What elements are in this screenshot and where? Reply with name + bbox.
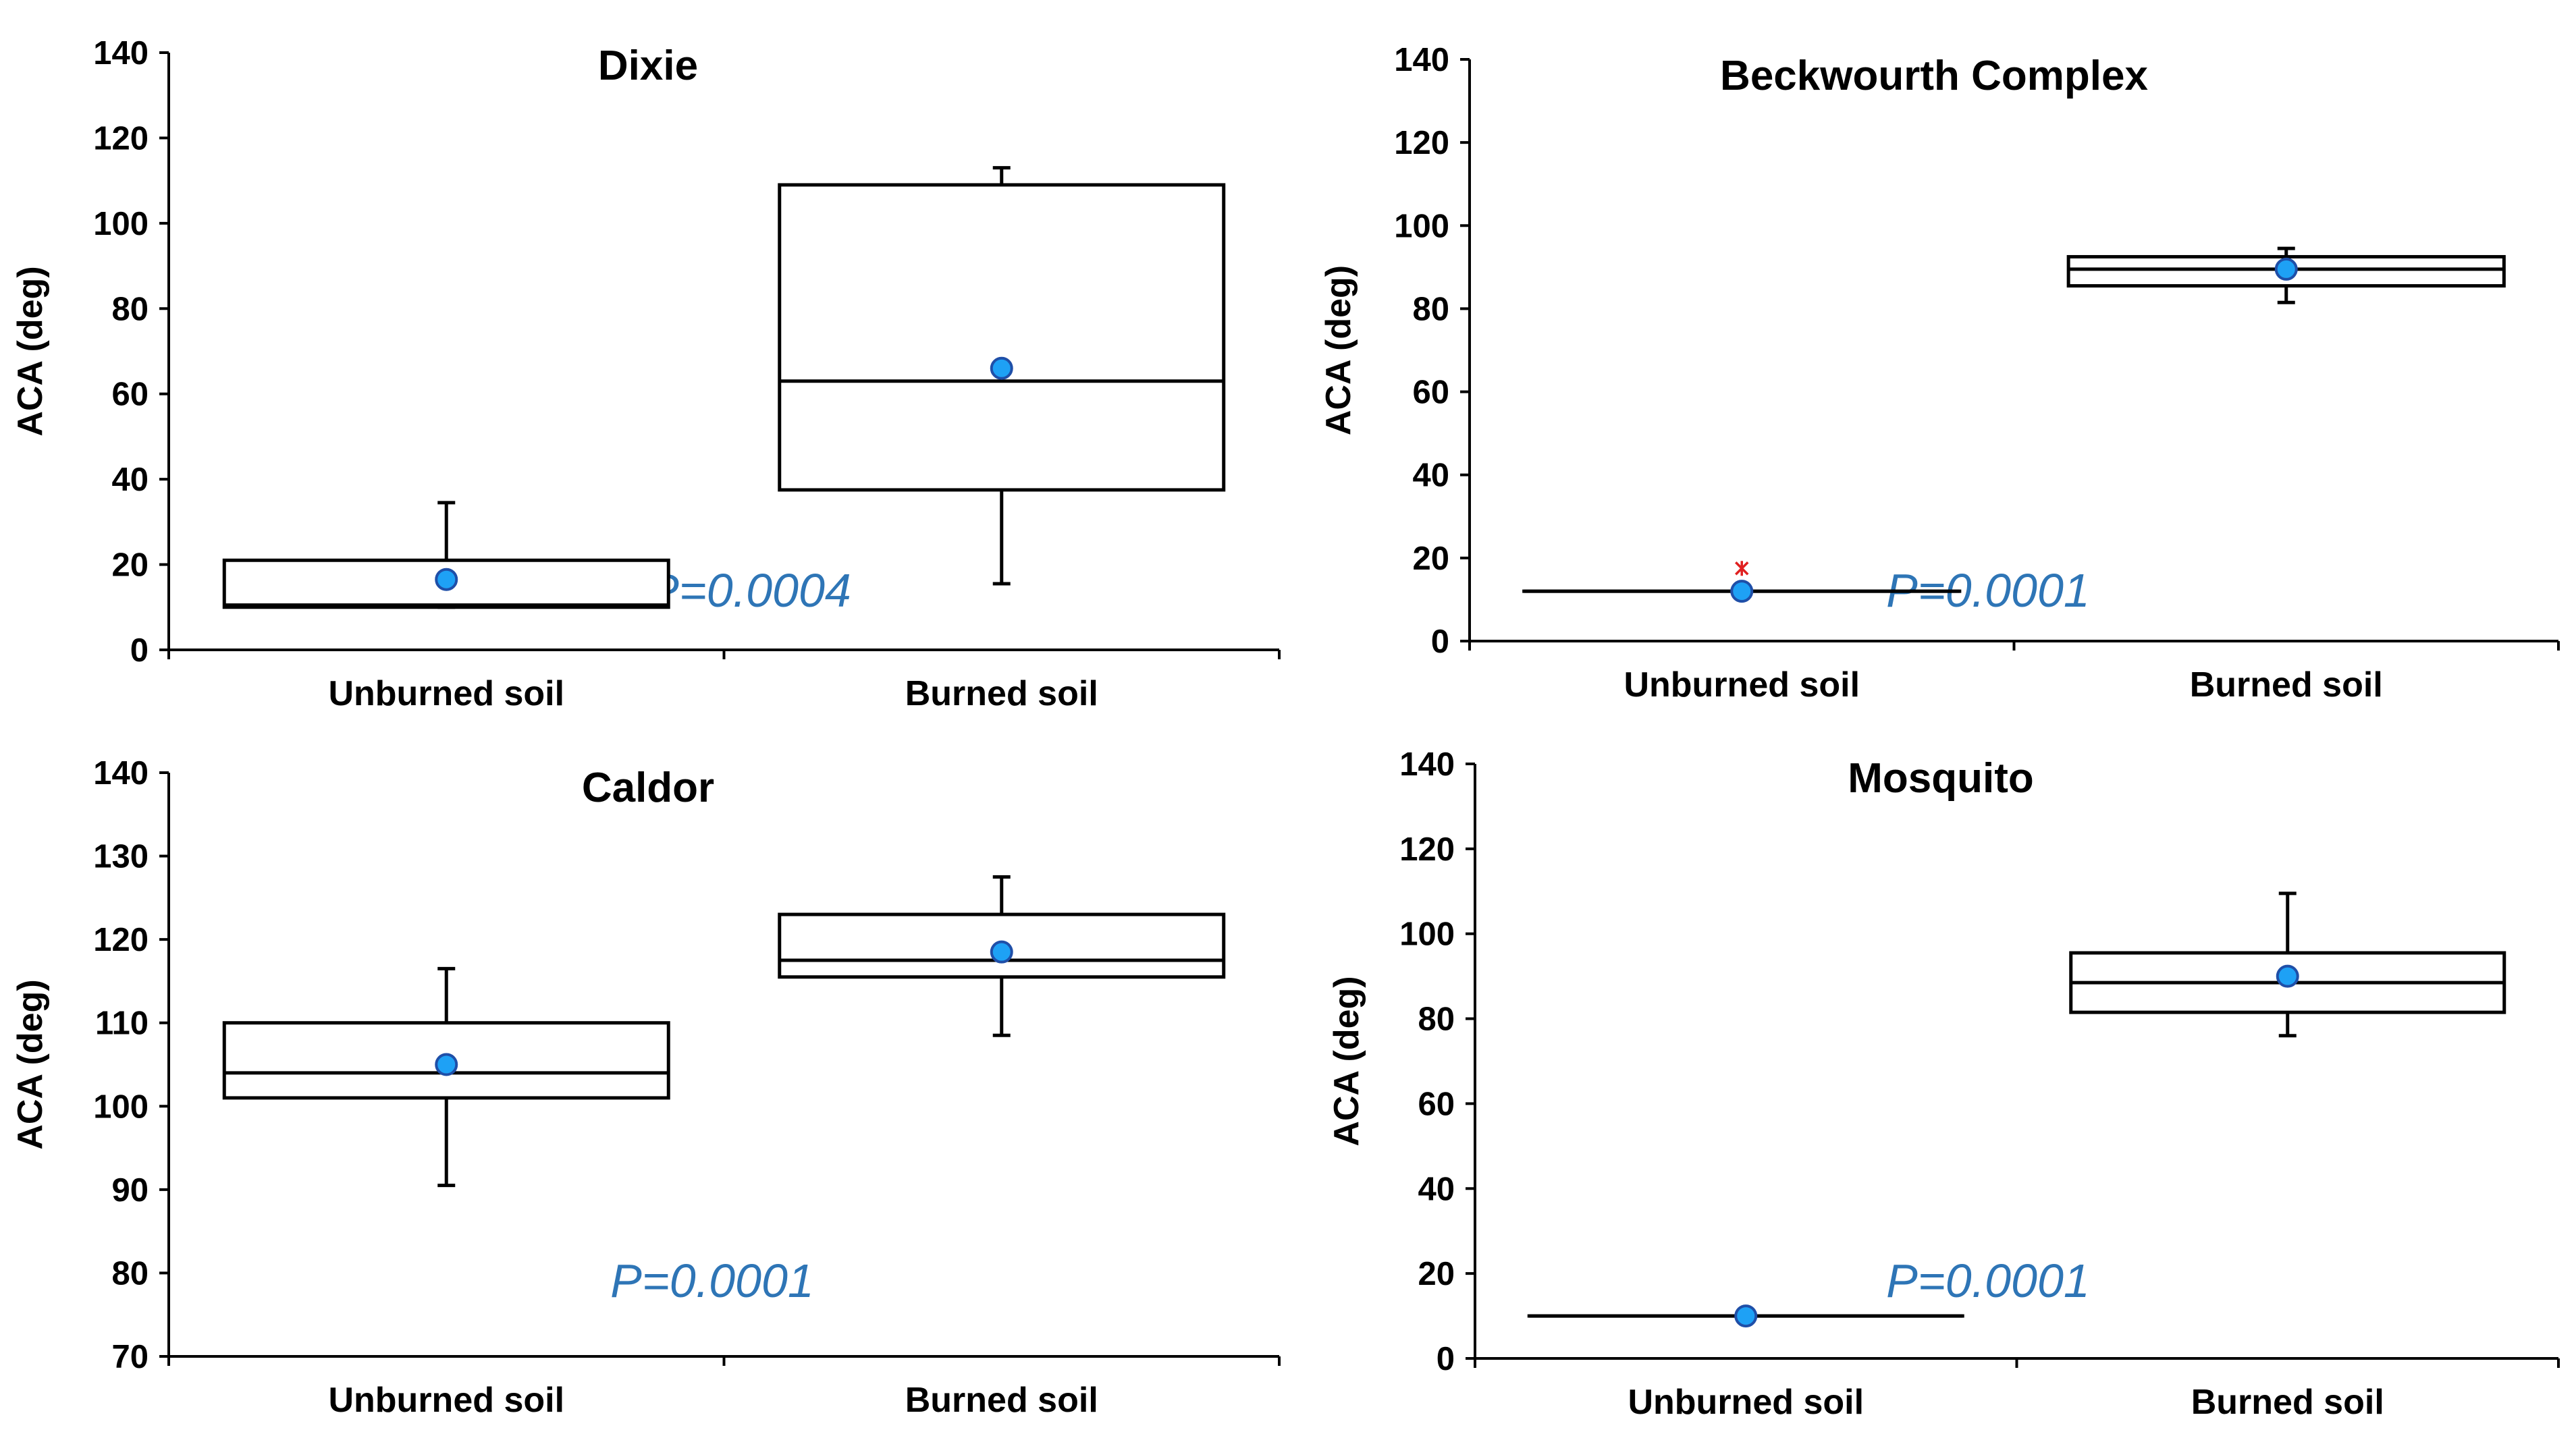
iqr-box [778, 183, 1226, 492]
y-tick-label: 100 [93, 206, 149, 242]
y-tick-label: 140 [1399, 746, 1455, 783]
y-tick-label: 20 [1412, 541, 1449, 577]
mean-marker [435, 568, 458, 591]
y-tick-label: 110 [95, 1005, 149, 1042]
y-tick-label: 100 [1399, 916, 1455, 953]
y-tick-label: 120 [1399, 831, 1455, 868]
outlier-marker [1735, 561, 1749, 576]
y-tick-label: 90 [111, 1172, 149, 1209]
mean-marker [990, 940, 1013, 964]
y-tick-label: 140 [1394, 42, 1449, 78]
mean-marker [2274, 257, 2298, 281]
x-category-label: Unburned soil [328, 674, 564, 713]
y-axis-label: ACA (deg) [11, 266, 50, 436]
y-tick-label: 20 [1418, 1256, 1455, 1292]
y-tick-label: 60 [1418, 1086, 1455, 1122]
y-axis-label: ACA (deg) [1319, 265, 1358, 435]
mean-marker [1734, 1304, 1758, 1328]
x-category-label: Burned soil [905, 1381, 1098, 1420]
y-tick-label: 130 [93, 839, 149, 875]
y-tick-label: 140 [93, 755, 149, 792]
chart-title: Mosquito [1848, 755, 2034, 802]
p-value-label: P=0.0001 [610, 1254, 814, 1307]
panel-dixie: 0 20 40 60 80 100 120 140 Unburned soil Burned so… [11, 35, 1281, 713]
y-tick-label: 100 [93, 1088, 149, 1125]
mean-marker [435, 1053, 458, 1076]
y-tick-label: 60 [111, 377, 149, 413]
x-category-label: Burned soil [2190, 665, 2383, 705]
y-tick-label: 100 [1394, 208, 1449, 244]
y-tick-label: 40 [1412, 458, 1449, 494]
y-tick-label: 120 [93, 120, 149, 157]
y-tick-label: 0 [1431, 624, 1449, 660]
mean-marker [1730, 580, 1754, 603]
panel-caldor: 70 80 90 100 110 120 130 140 Unburned soil Burned… [11, 755, 1281, 1420]
y-tick-label: 40 [111, 462, 149, 498]
x-category-label: Unburned soil [328, 1381, 564, 1420]
x-category-label: Burned soil [905, 674, 1098, 713]
y-tick-label: 70 [111, 1339, 149, 1375]
panel-mosquito: 0 20 40 60 80 100 120 140 Unburned soil Burned so… [1327, 746, 2560, 1422]
y-tick-label: 0 [1437, 1341, 1455, 1377]
chart-title: Beckwourth Complex [1720, 53, 2148, 99]
x-category-label: Unburned soil [1624, 665, 1860, 705]
y-tick-label: 80 [1418, 1001, 1455, 1038]
y-tick-label: 140 [93, 35, 149, 72]
y-axis-label: ACA (deg) [1327, 976, 1366, 1146]
x-category-label: Unburned soil [1628, 1383, 1864, 1422]
y-tick-label: 80 [1412, 291, 1449, 327]
p-value-label: P=0.0001 [1886, 1254, 2090, 1307]
y-tick-label: 80 [111, 1255, 149, 1292]
y-tick-label: 120 [93, 922, 149, 958]
y-tick-label: 120 [1394, 125, 1449, 161]
panel-beckwourth-complex: 0 20 40 60 80 100 120 140 Unburned soil Burned so… [1319, 42, 2560, 705]
y-tick-label: 60 [1412, 375, 1449, 411]
y-tick-label: 40 [1418, 1171, 1455, 1207]
chart-title: Dixie [598, 43, 698, 89]
y-tick-label: 20 [111, 547, 149, 584]
x-category-label: Burned soil [2191, 1383, 2384, 1422]
y-tick-label: 80 [111, 291, 149, 327]
mean-marker [990, 356, 1013, 380]
mean-marker [2276, 964, 2299, 988]
y-tick-label: 0 [130, 632, 149, 669]
p-value-label: P=0.0004 [647, 564, 851, 617]
chart-title: Caldor [582, 765, 714, 811]
y-axis-label: ACA (deg) [11, 979, 50, 1149]
